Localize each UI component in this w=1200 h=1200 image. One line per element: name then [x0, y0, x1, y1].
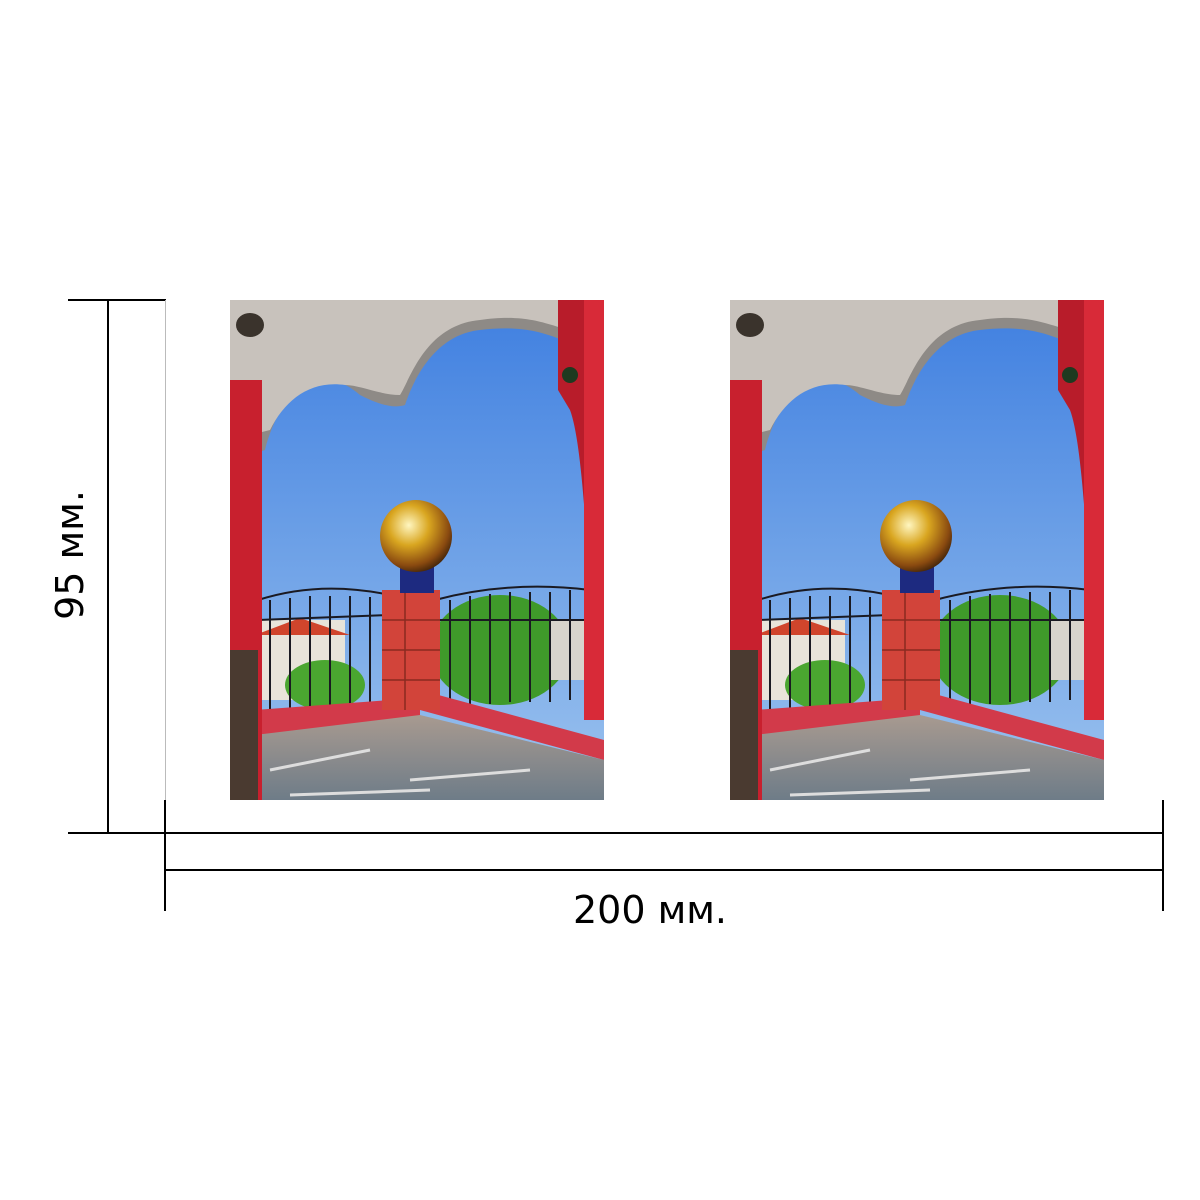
width-tick-right [1162, 800, 1164, 911]
height-guide [165, 300, 166, 800]
height-tick-bottom [68, 832, 166, 834]
width-dimension-line [165, 869, 1164, 871]
photo-image [730, 300, 1104, 800]
height-tick-top [68, 299, 166, 301]
product-photo-right [730, 300, 1104, 800]
height-label: 95 мм. [48, 490, 92, 620]
width-tick-left [164, 800, 166, 911]
width-label: 200 мм. [572, 888, 728, 932]
photo-image [230, 300, 604, 800]
height-dimension-line [107, 300, 109, 834]
product-photo-left [230, 300, 604, 800]
width-guide-line [165, 832, 1164, 834]
